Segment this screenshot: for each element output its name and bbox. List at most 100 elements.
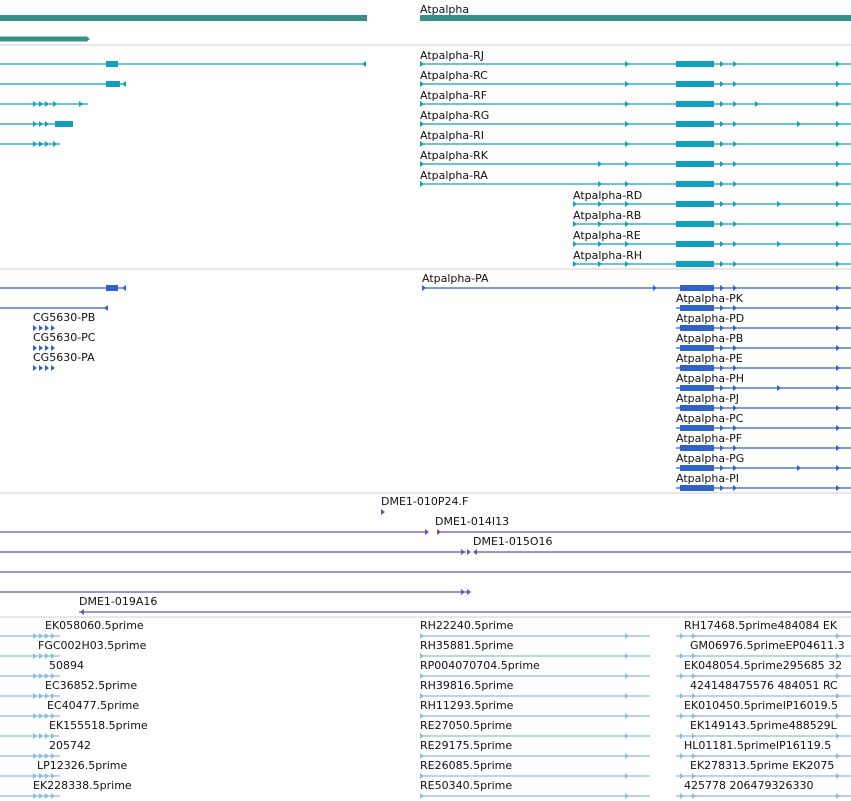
clone-strand-arrow[interactable] [425,529,429,535]
transcript-strand-arrow[interactable] [573,241,577,247]
transcript-label[interactable]: Atpalpha-RB [573,209,641,222]
protein-strand-arrow[interactable] [836,405,840,411]
protein-exon[interactable] [680,465,714,471]
protein-strand-arrow[interactable] [836,285,840,291]
protein-strand-arrow[interactable] [720,385,724,391]
transcript-exon[interactable] [676,81,714,87]
protein-strand-arrow[interactable] [720,425,724,431]
est-strand-arrow[interactable] [625,633,629,639]
protein-strand-arrow[interactable] [836,325,840,331]
protein-label[interactable]: Atpalpha-PC [676,412,744,425]
transcript-strand-arrow[interactable] [755,101,759,107]
transcript-strand-arrow[interactable] [625,121,629,127]
est-strand-arrow[interactable] [692,773,696,779]
protein-strand-arrow[interactable] [836,385,840,391]
transcript-exon[interactable] [676,121,714,127]
est-strand-arrow[interactable] [625,713,629,719]
clone-strand-arrow[interactable] [467,589,471,595]
transcript-strand-arrow[interactable] [625,261,629,267]
protein-label[interactable]: Atpalpha-PH [676,372,744,385]
est-strand-arrow[interactable] [45,633,49,639]
protein-strand-arrow[interactable] [39,365,43,371]
est-strand-arrow[interactable] [420,793,424,799]
transcript-strand-arrow[interactable] [720,201,724,207]
est-strand-arrow[interactable] [33,733,37,739]
protein-label[interactable]: CG5630-PC [33,331,96,344]
transcript-strand-arrow[interactable] [720,261,724,267]
est-strand-arrow[interactable] [51,693,55,699]
est-strand-arrow[interactable] [692,653,696,659]
transcript-strand-arrow[interactable] [836,221,840,227]
est-label[interactable]: RH39816.5prime [420,679,514,692]
protein-strand-arrow[interactable] [733,285,737,291]
transcript-strand-arrow[interactable] [45,101,49,107]
est-strand-arrow[interactable] [45,753,49,759]
gene-bar[interactable] [420,15,851,21]
est-strand-arrow[interactable] [836,753,840,759]
transcript-strand-arrow[interactable] [420,121,424,127]
est-label[interactable]: RE50340.5prime [420,779,512,792]
protein-strand-arrow[interactable] [836,485,840,491]
est-strand-arrow[interactable] [51,773,55,779]
est-strand-arrow[interactable] [33,753,37,759]
est-label[interactable]: EK228338.5prime [33,779,132,792]
est-strand-arrow[interactable] [692,733,696,739]
protein-end-arrow[interactable] [104,305,108,311]
est-strand-arrow[interactable] [836,733,840,739]
est-label[interactable]: EC40477.5prime [47,699,139,712]
est-strand-arrow[interactable] [39,733,43,739]
est-strand-arrow[interactable] [836,633,840,639]
transcript-strand-arrow[interactable] [836,161,840,167]
est-strand-arrow[interactable] [45,733,49,739]
transcript-strand-arrow[interactable] [836,201,840,207]
est-strand-arrow[interactable] [420,653,424,659]
transcript-strand-arrow[interactable] [720,241,724,247]
protein-exon[interactable] [680,305,714,311]
est-label[interactable]: RH22240.5prime [420,619,514,632]
protein-exon[interactable] [680,365,714,371]
est-strand-arrow[interactable] [33,693,37,699]
transcript-strand-arrow[interactable] [733,241,737,247]
transcript-strand-arrow[interactable] [777,201,781,207]
transcript-label[interactable]: Atpalpha-RC [420,69,488,82]
est-strand-arrow[interactable] [692,753,696,759]
transcript-end-arrow[interactable] [122,81,126,87]
est-strand-arrow[interactable] [420,753,424,759]
protein-exon[interactable] [106,285,118,291]
est-label[interactable]: FGC002H03.5prime [38,639,147,652]
transcript-exon[interactable] [676,61,714,67]
est-strand-arrow[interactable] [39,633,43,639]
est-strand-arrow[interactable] [51,633,55,639]
transcript-exon[interactable] [676,161,714,167]
clone-strand-arrow[interactable] [437,529,441,535]
est-strand-arrow[interactable] [51,713,55,719]
protein-strand-arrow[interactable] [733,325,737,331]
transcript-strand-arrow[interactable] [733,221,737,227]
est-strand-arrow[interactable] [45,793,49,799]
est-strand-arrow[interactable] [39,713,43,719]
clone-label[interactable]: DME1-015O16 [473,535,553,548]
est-strand-arrow[interactable] [836,773,840,779]
est-strand-arrow[interactable] [836,673,840,679]
protein-strand-arrow[interactable] [720,285,724,291]
transcript-strand-arrow[interactable] [836,241,840,247]
est-label[interactable]: RE27050.5prime [420,719,512,732]
transcript-strand-arrow[interactable] [836,141,840,147]
transcript-strand-arrow[interactable] [625,101,629,107]
est-strand-arrow[interactable] [625,733,629,739]
protein-strand-arrow[interactable] [836,365,840,371]
est-strand-arrow[interactable] [680,713,684,719]
est-strand-arrow[interactable] [39,693,43,699]
est-label[interactable]: RH17468.5prime484084 EK [684,619,838,632]
transcript-strand-arrow[interactable] [33,141,37,147]
clone-strand-arrow[interactable] [80,609,84,615]
protein-strand-arrow[interactable] [45,365,49,371]
est-strand-arrow[interactable] [45,693,49,699]
protein-strand-arrow[interactable] [733,405,737,411]
transcript-strand-arrow[interactable] [420,181,424,187]
protein-strand-arrow[interactable] [733,425,737,431]
transcript-strand-arrow[interactable] [733,101,737,107]
est-strand-arrow[interactable] [692,633,696,639]
est-strand-arrow[interactable] [680,653,684,659]
est-label[interactable]: RH11293.5prime [420,699,514,712]
